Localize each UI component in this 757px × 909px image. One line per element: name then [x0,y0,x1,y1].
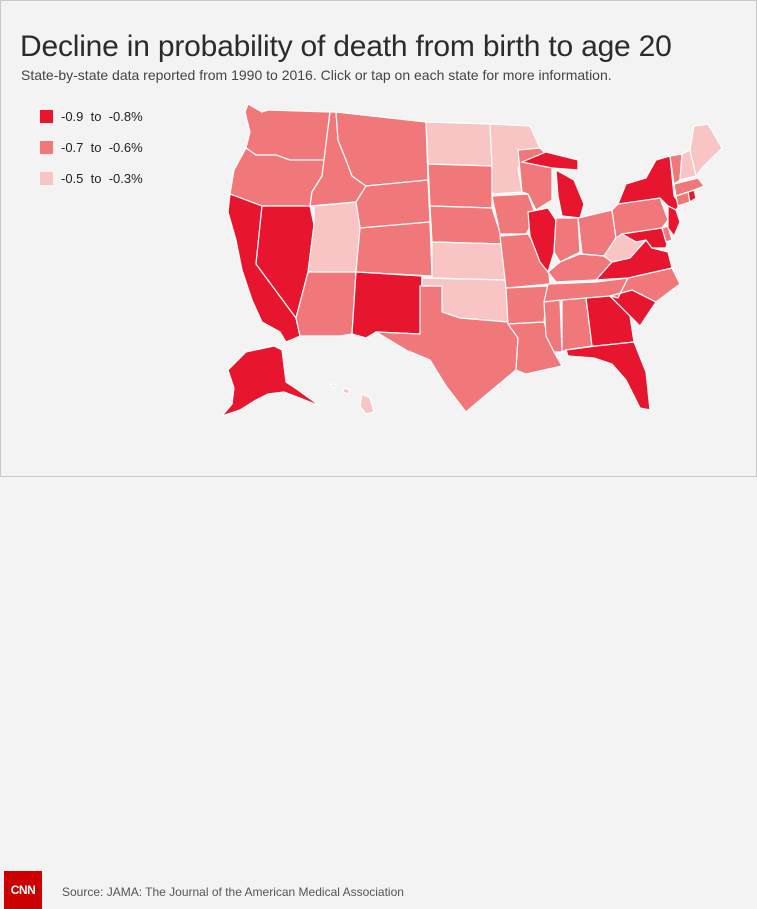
state-nebraska[interactable] [429,205,505,245]
state-alaska[interactable] [220,345,321,418]
state-delaware[interactable] [661,225,673,243]
state-arkansas[interactable] [505,285,549,325]
state-new-york[interactable] [617,155,681,211]
state-south-dakota[interactable] [427,163,493,209]
legend-item-high: -0.9 to -0.8% [40,108,143,124]
state-minnesota[interactable] [489,123,541,195]
us-state-map [220,103,723,418]
footer: CNN Source: JAMA: The Journal of the Ame… [0,434,757,909]
state-florida[interactable] [565,341,651,411]
legend-item-mid: -0.7 to -0.6% [40,139,143,155]
state-illinois[interactable] [527,207,557,274]
state-washington[interactable] [244,103,331,161]
state-new-jersey[interactable] [667,205,681,238]
state-wyoming[interactable] [355,179,431,229]
page-title: Decline in probability of death from bir… [20,30,672,63]
source-note: Source: JAMA: The Journal of the America… [62,885,404,899]
legend-label: -0.7 to -0.6% [61,139,143,155]
subtitle: State-by-state data reported from 1990 t… [21,67,612,83]
state-indiana[interactable] [553,217,581,263]
state-north-dakota[interactable] [425,121,493,167]
legend-swatch [40,171,53,185]
state-mississippi[interactable] [543,299,563,353]
state-arizona[interactable] [295,271,357,337]
legend-item-low: -0.5 to -0.3% [40,170,143,186]
cnn-logo[interactable]: CNN [4,871,42,909]
legend-label: -0.5 to -0.3% [61,170,143,186]
state-massachusetts[interactable] [673,177,705,197]
state-kansas[interactable] [431,241,507,281]
legend-swatch [40,140,53,154]
legend-swatch [40,109,53,123]
legend-label: -0.9 to -0.8% [61,108,143,124]
state-texas[interactable] [375,285,519,413]
legend: -0.9 to -0.8% -0.7 to -0.6% -0.5 to -0.3… [40,108,143,201]
state-maine[interactable] [689,123,723,178]
state-hawaii[interactable] [328,383,375,415]
state-new-mexico[interactable] [351,271,423,339]
state-utah[interactable] [307,201,361,273]
state-colorado[interactable] [355,221,433,277]
